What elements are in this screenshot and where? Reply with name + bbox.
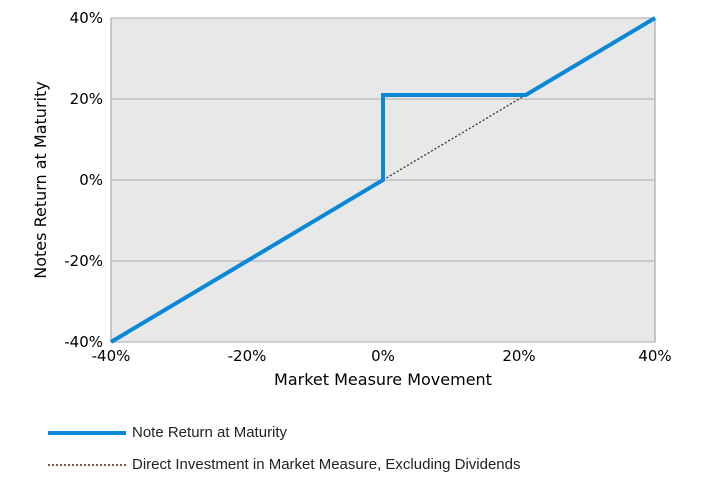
- x-axis-label: Market Measure Movement: [274, 370, 492, 389]
- y-tick-label: -40%: [64, 333, 103, 351]
- y-axis-label: Notes Return at Maturity: [31, 81, 50, 278]
- x-tick-label: -40%: [92, 347, 131, 365]
- x-tick-label: 40%: [638, 347, 671, 365]
- x-tick-label: 20%: [502, 347, 535, 365]
- series-note-return-line: [109, 16, 657, 344]
- legend-swatch-dotted: [48, 463, 126, 466]
- y-tick-label: 40%: [70, 9, 103, 27]
- y-tick-label: 20%: [70, 90, 103, 108]
- x-tick-label: -20%: [228, 347, 267, 365]
- legend-label: Direct Investment in Market Measure, Exc…: [132, 456, 521, 473]
- y-tick-label: -20%: [64, 252, 103, 270]
- legend-item-note-return: Note Return at Maturity: [48, 424, 287, 441]
- legend-label: Note Return at Maturity: [132, 424, 288, 441]
- y-tick-label: 0%: [79, 171, 103, 189]
- legend-swatch-solid: [48, 430, 126, 435]
- x-tick-label: 0%: [371, 347, 395, 365]
- legend-item-direct-investment: Direct Investment in Market Measure, Exc…: [48, 456, 521, 473]
